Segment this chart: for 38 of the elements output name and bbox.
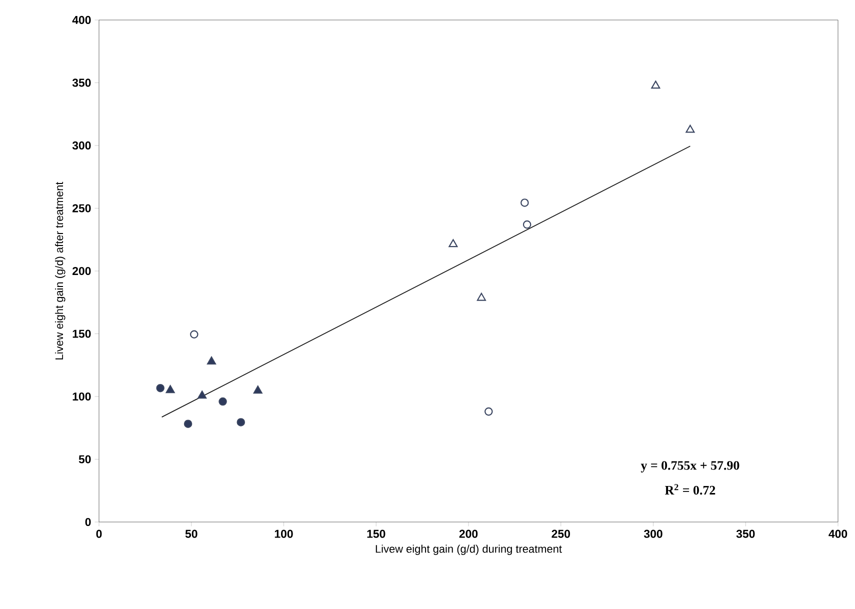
point — [520, 198, 529, 207]
y-tick-label: 200 — [72, 266, 91, 276]
y-tick-label: 350 — [72, 78, 91, 87]
point — [236, 418, 246, 426]
point — [522, 220, 532, 229]
y-axis-title: Livew eight gain (g/d) after treatment — [55, 182, 66, 360]
point — [190, 330, 198, 339]
point — [184, 420, 192, 428]
y-tick-label: 0 — [85, 518, 91, 526]
y-tick-label: 150 — [72, 330, 91, 338]
x-tick-label: 300 — [644, 530, 662, 538]
point — [686, 124, 695, 133]
point — [198, 390, 207, 399]
point — [218, 397, 227, 406]
point — [651, 80, 660, 89]
point — [253, 386, 262, 394]
annotation: y = 0.755x + 57.90 — [640, 461, 740, 472]
y-tick-label: 100 — [72, 392, 91, 401]
x-tick-label: 250 — [552, 530, 570, 538]
point — [484, 407, 493, 416]
x-tick-label: 100 — [274, 530, 293, 538]
y-tick-label: 300 — [72, 141, 91, 150]
point — [448, 239, 458, 248]
point — [156, 384, 164, 392]
x-tick-label: 150 — [367, 530, 386, 538]
annotation: R$^{2}$ = 0.72 — [664, 484, 716, 495]
point — [476, 292, 486, 301]
y-tick-label: 250 — [72, 204, 91, 212]
y-tick-label: 50 — [78, 455, 91, 464]
x-tick-label: 200 — [459, 530, 478, 538]
point — [206, 356, 216, 364]
x-tick-label: 350 — [736, 530, 755, 538]
x-axis-title: Livew eight gain (g/d) during treatment — [376, 544, 562, 555]
x-tick-label: 0 — [96, 530, 102, 538]
x-tick-label: 50 — [185, 530, 198, 538]
y-tick-label: 400 — [72, 16, 91, 24]
x-tick-label: 400 — [828, 530, 848, 538]
point — [166, 385, 175, 394]
